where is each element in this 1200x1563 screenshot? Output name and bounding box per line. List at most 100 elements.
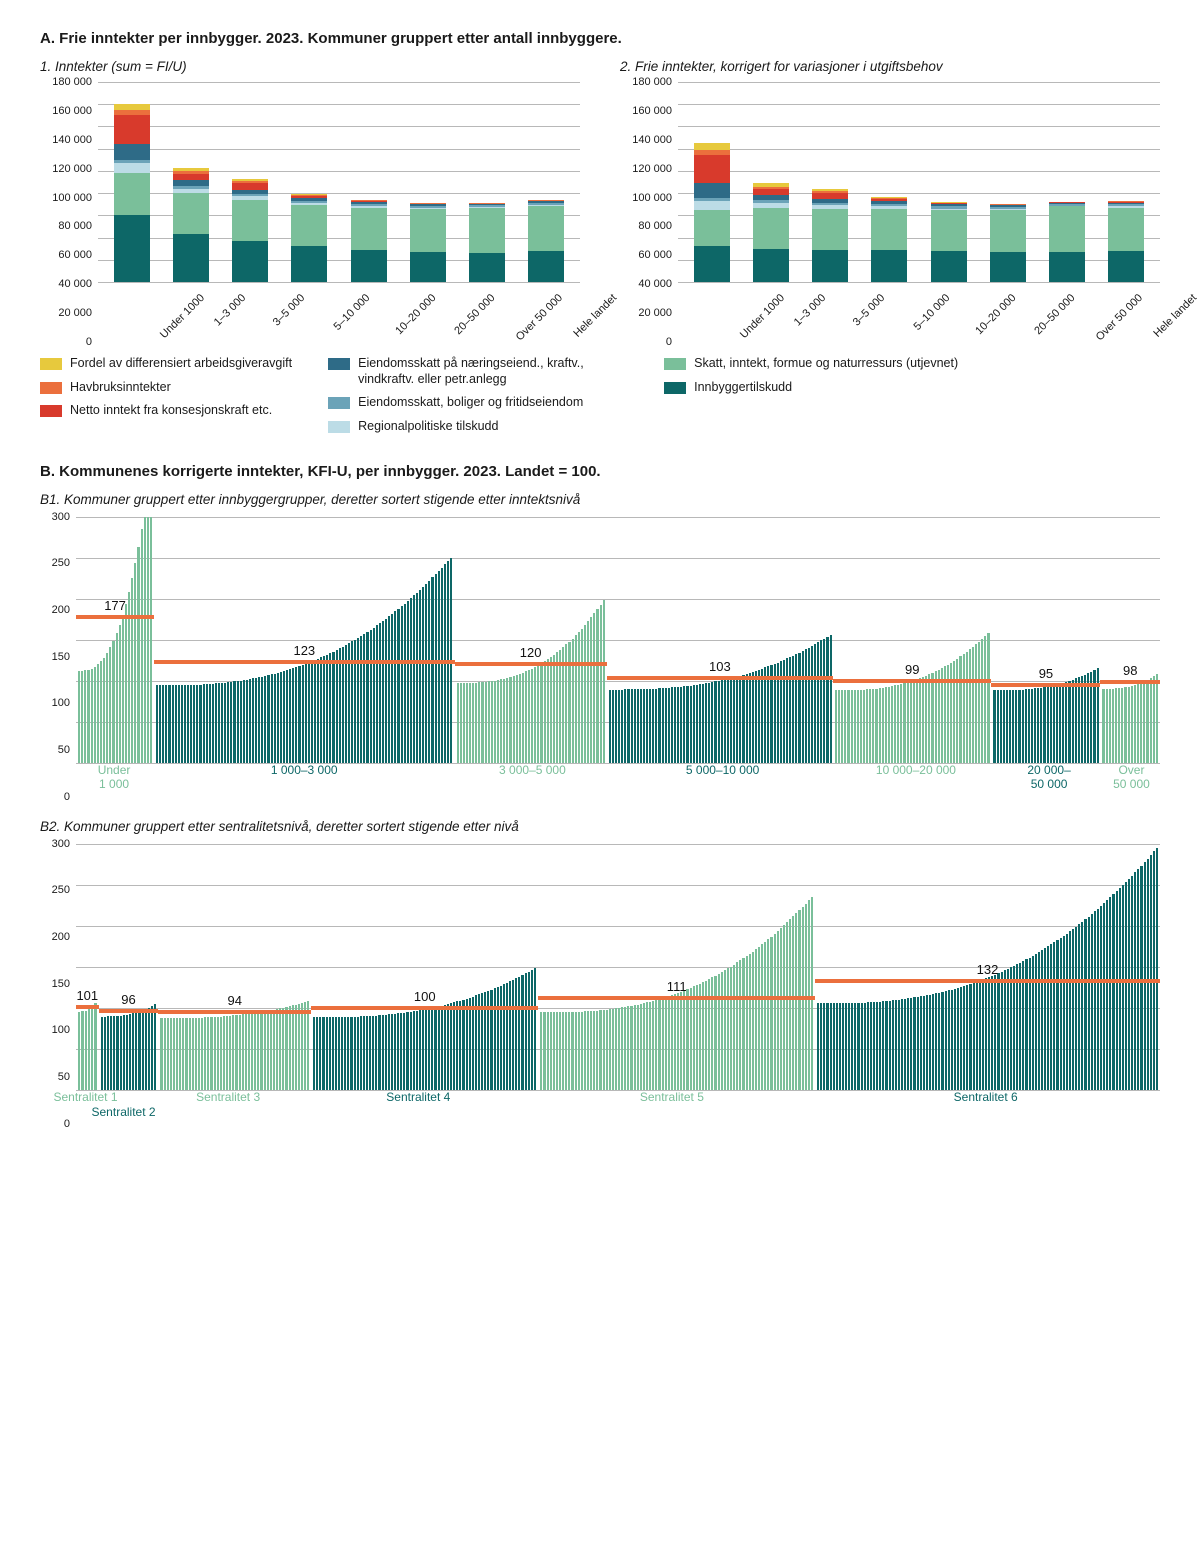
dense-bar [671, 995, 673, 1089]
dense-bar [823, 639, 825, 763]
dense-bar [319, 1017, 321, 1089]
bar-segment-skatt [753, 208, 789, 249]
bar-column: 10–20 000 [351, 200, 387, 282]
dense-bar [758, 670, 760, 763]
bar-segment-skatt [291, 205, 327, 246]
dense-bar [125, 604, 127, 763]
dense-bar [612, 690, 614, 763]
x-group-label: Sentralitet 2 [92, 1105, 156, 1119]
dense-bar [624, 689, 626, 762]
dense-bar [789, 919, 791, 1089]
dense-bar [724, 970, 726, 1089]
dense-bar [106, 653, 108, 763]
bar-segment-innbygger [753, 249, 789, 282]
y-tick-label: 100 000 [620, 192, 672, 204]
dense-bar [292, 668, 294, 762]
dense-bar [261, 677, 263, 763]
dense-bar [528, 670, 530, 762]
dense-bar [1100, 906, 1102, 1090]
dense-bar [864, 1003, 866, 1090]
x-tick-label: Under 1000 [158, 290, 209, 341]
bar-column: 1–3 000 [173, 168, 209, 282]
dense-bar [562, 1012, 564, 1089]
x-tick-label: 5–10 000 [332, 290, 374, 332]
legend-label: Skatt, inntekt, formue og naturressurs (… [694, 356, 958, 372]
dense-bar [170, 1018, 172, 1089]
dense-bar [322, 1017, 324, 1089]
dense-bar [938, 670, 940, 763]
group-average-line [833, 679, 991, 683]
dense-bar [503, 984, 505, 1089]
bar-column: Over 50 000 [1049, 202, 1085, 282]
dense-bar [879, 1002, 881, 1090]
dense-bar [1031, 689, 1033, 763]
legend-label: Regionalpolitiske tilskudd [358, 419, 498, 435]
bar-segment-innbygger [871, 250, 907, 282]
dense-bar [820, 1003, 822, 1089]
dense-bar [302, 665, 304, 763]
y-tick-label: 140 000 [620, 134, 672, 146]
dense-bar [176, 1018, 178, 1089]
dense-bar [444, 1005, 446, 1090]
dense-bar [431, 1008, 433, 1090]
dense-bar [1050, 944, 1052, 1089]
dense-bar [640, 689, 642, 762]
dense-bar [295, 667, 297, 762]
dense-bar [1075, 927, 1077, 1090]
group-average-label: 99 [905, 662, 919, 679]
dense-bar [724, 679, 726, 762]
dense-bar [298, 666, 300, 762]
dense-bar [282, 1008, 284, 1090]
dense-bar [872, 689, 874, 763]
dense-bar [1015, 690, 1017, 763]
y-tick-label: 80 000 [40, 220, 92, 232]
dense-bar [714, 681, 716, 762]
y-tick-label: 50 [40, 744, 70, 756]
x-tick-label: Hele landet [1152, 290, 1200, 339]
dense-bar [450, 1003, 452, 1089]
dense-bar [198, 1018, 200, 1090]
dense-bar [1068, 681, 1070, 763]
dense-bar [686, 686, 688, 763]
dense-bar [1003, 690, 1005, 762]
dense-bar [354, 1017, 356, 1090]
dense-bar [860, 690, 862, 763]
dense-bar [898, 1000, 900, 1090]
dense-bar [232, 1015, 234, 1089]
y-tick-label: 200 [40, 931, 70, 943]
dense-bar [575, 635, 577, 762]
dense-bar [1062, 683, 1064, 763]
dense-bar [951, 990, 953, 1090]
dense-bar [1053, 942, 1055, 1089]
dense-bar [503, 679, 505, 763]
dense-bar [987, 633, 989, 763]
bar-segment-innbygger [114, 215, 150, 282]
dense-bar [283, 671, 285, 762]
dense-bar [196, 685, 198, 763]
group-average-line [154, 660, 454, 664]
dense-bar [1050, 686, 1052, 763]
dense-bar [459, 1001, 461, 1090]
dense-bar [988, 977, 990, 1089]
bar-group: 123 [154, 558, 454, 763]
dense-bar [1137, 684, 1139, 763]
dense-bar [848, 1003, 850, 1089]
dense-bar [882, 1001, 884, 1089]
dense-bar [730, 678, 732, 763]
dense-bar [167, 1018, 169, 1089]
dense-bar [110, 1016, 112, 1089]
y-tick-label: 100 [40, 697, 70, 709]
dense-bar [1041, 950, 1043, 1089]
dense-bar [218, 683, 220, 762]
y-tick-label: 50 [40, 1071, 70, 1083]
dense-bar [830, 635, 832, 763]
dense-bar [596, 609, 598, 763]
dense-bar [680, 992, 682, 1090]
dense-bar [413, 1011, 415, 1089]
dense-bar [329, 1017, 331, 1089]
dense-bar [242, 1014, 244, 1089]
dense-bar [81, 1011, 83, 1089]
dense-bar [373, 628, 375, 763]
dense-bar [1072, 929, 1074, 1089]
dense-bar [329, 653, 331, 762]
